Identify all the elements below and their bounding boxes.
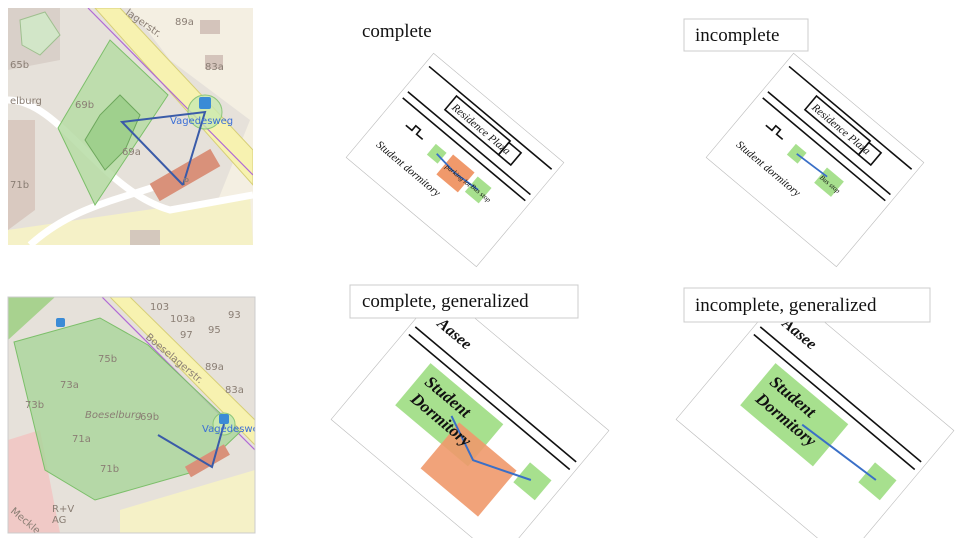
house-number: 83a	[205, 62, 224, 73]
house-number: 103	[150, 302, 169, 313]
bus-icon	[56, 318, 65, 327]
landuse	[8, 120, 35, 230]
sketch-parking	[420, 422, 517, 517]
house-number: 71a	[72, 434, 91, 445]
panel-label: incomplete	[695, 25, 779, 46]
house-number: 73a	[60, 380, 79, 391]
ink-road	[759, 326, 922, 463]
panel-label: incomplete, generalized	[695, 295, 877, 316]
ink-road	[402, 97, 526, 202]
map-frame	[7, 296, 256, 534]
sketch-complete: Residence Plaza parking lot Bus stop Stu…	[345, 52, 565, 268]
sketch-bus-highlight	[464, 176, 492, 204]
road-area	[120, 470, 255, 533]
sketch-incomplete: Residence Plaza Bus stop Student dormito…	[705, 52, 925, 268]
house-number: 65b	[10, 60, 29, 71]
landuse	[8, 430, 60, 533]
bus-icon	[219, 414, 229, 424]
sketch-bus-highlight	[814, 167, 844, 197]
parking-icon: P	[183, 177, 189, 188]
panel-label-box	[683, 18, 809, 52]
house-number: 69b	[75, 100, 94, 111]
house-number: 69a	[122, 147, 141, 158]
sketch-paper	[705, 52, 925, 268]
house-number: 97	[180, 330, 193, 341]
relation-line	[157, 423, 225, 469]
building	[130, 230, 160, 245]
house-number: 69b	[140, 412, 159, 423]
parking	[184, 444, 230, 478]
ink-road	[767, 91, 891, 196]
road	[109, 297, 255, 446]
sketch-incomplete-generalized: Aasee Student Dormitory	[675, 288, 955, 538]
sketch-relation	[796, 153, 828, 178]
ink-road	[788, 65, 913, 170]
park	[8, 297, 55, 340]
bus-stop-label: Vagedesweg	[170, 116, 233, 127]
ink-building	[857, 141, 883, 167]
panel-label: complete, generalized	[362, 291, 529, 312]
building-green	[19, 11, 61, 56]
sketch-bus-highlight	[513, 462, 552, 501]
sketch-relation	[801, 423, 877, 481]
ink-road	[408, 333, 571, 471]
house-number: 71b	[10, 180, 29, 191]
ink-road	[407, 91, 531, 196]
ink-road	[753, 333, 916, 471]
map-top: P lagerstr. 89a 83a 65b elburg 69b 69a 7…	[8, 8, 253, 245]
house-number: 95	[208, 325, 221, 336]
house-number: 89a	[175, 17, 194, 28]
boundary	[87, 8, 253, 176]
sketch-complete-generalized: Aasee Student Dormitory	[330, 288, 610, 538]
ink-road	[762, 97, 886, 202]
sketch-highlight	[786, 143, 807, 164]
house-number: 71b	[100, 464, 119, 475]
place-label: R+V	[52, 504, 74, 515]
place-label: Boeselburg	[85, 410, 141, 421]
house-number: 73b	[25, 400, 44, 411]
house-number: 83a	[225, 385, 244, 396]
panel-label-box	[683, 287, 931, 323]
map-bottom: 103 103a 93 97 95 89a 83a 75b 73a 73b Bo…	[8, 297, 265, 533]
place-label: AG	[52, 515, 66, 526]
ink-road	[414, 326, 577, 463]
panel-label: complete	[362, 21, 432, 42]
building	[84, 94, 141, 171]
house-number: 93	[228, 310, 241, 321]
ink-building	[405, 124, 424, 141]
sketch-relation	[436, 153, 479, 191]
house-number: 103a	[170, 314, 195, 325]
sketch-relation	[450, 415, 532, 481]
sketch-dormitory-highlight	[740, 363, 849, 467]
bus-stop-label: Vagedesweg	[202, 424, 265, 435]
relation-line	[119, 110, 207, 186]
house-number: 89a	[205, 362, 224, 373]
sketch-bus-highlight	[858, 462, 897, 501]
house-number: 75b	[98, 354, 117, 365]
building	[205, 55, 223, 69]
panel-label-box	[349, 284, 579, 319]
ink-building	[765, 124, 784, 141]
building	[200, 20, 220, 34]
ink-road	[428, 65, 553, 170]
ink-building	[497, 141, 523, 167]
place-label: elburg	[10, 96, 42, 107]
bus-icon	[199, 97, 211, 109]
